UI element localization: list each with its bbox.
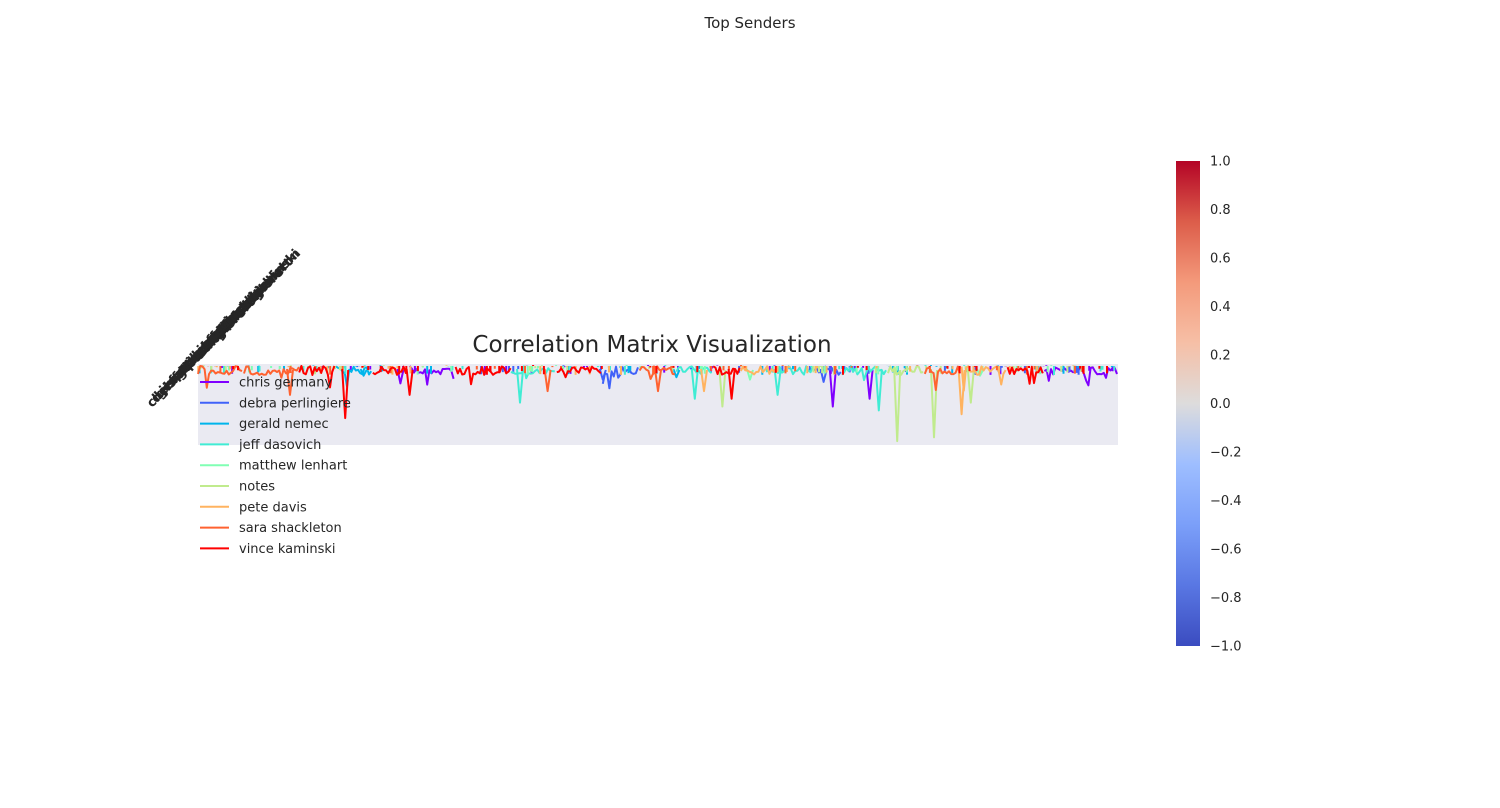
series-notes <box>198 365 1093 443</box>
legend-label: vince kaminski <box>239 542 336 557</box>
colorbar-tick-label: −1.0 <box>1210 640 1242 655</box>
legend-item: jeff dasovich <box>200 438 321 453</box>
colorbar-tick-label: −0.4 <box>1210 494 1242 509</box>
legend-item: chris germany <box>200 376 332 391</box>
colorbar-tick-label: 0.4 <box>1210 300 1231 315</box>
legend-label: pete davis <box>239 500 307 515</box>
colorbar-tick-label: 0.8 <box>1210 203 1231 218</box>
colorbar-tick-label: 0.6 <box>1210 252 1231 267</box>
colorbar-tick-label: 0.2 <box>1210 349 1231 364</box>
line-chart: Correlation Matrix Visualization chris g… <box>197 332 1118 557</box>
legend-item: vince kaminski <box>200 542 336 557</box>
legend-item: debra perlingiere <box>200 396 351 411</box>
colorbar-tick-label: 1.0 <box>1210 155 1231 170</box>
legend-label: jeff dasovich <box>238 438 321 453</box>
legend-label: notes <box>239 480 275 495</box>
series-layer <box>197 365 1118 443</box>
colorbar-tick-label: 0.0 <box>1210 397 1231 412</box>
legend-item: sara shackleton <box>200 521 342 536</box>
legend-label: matthew lenhart <box>239 459 347 474</box>
colorbar-ticks: 1.0 0.8 0.6 0.4 0.2 0.0 −0.2 −0.4 −0.6 −0.8 −1.0 <box>1210 155 1242 655</box>
legend-item: matthew lenhart <box>200 459 347 474</box>
colorbar: 1.0 0.8 0.6 0.4 0.2 0.0 −0.2 −0.4 −0.6 −0.8 −1.0 <box>1176 155 1242 655</box>
legend-item: notes <box>200 480 275 495</box>
legend-label: chris germany <box>239 376 332 391</box>
colorbar-tick-label: −0.6 <box>1210 543 1242 558</box>
colorbar-tick-label: −0.2 <box>1210 446 1242 461</box>
legend-item: pete davis <box>200 500 307 515</box>
legend-label: gerald nemec <box>239 417 329 432</box>
legend: chris germany debra perlingiere gerald nem… <box>200 376 351 557</box>
chart-title: Correlation Matrix Visualization <box>472 332 831 358</box>
legend-label: sara shackleton <box>239 521 342 536</box>
series-line-notes <box>198 365 1093 443</box>
heatmap-tick-label: vince kaminski <box>216 247 304 335</box>
figure-title: Top Senders <box>703 14 795 32</box>
colorbar-gradient <box>1176 161 1200 646</box>
colorbar-tick-label: −0.8 <box>1210 591 1242 606</box>
legend-label: debra perlingiere <box>239 396 351 411</box>
legend-item: gerald nemec <box>200 417 329 432</box>
